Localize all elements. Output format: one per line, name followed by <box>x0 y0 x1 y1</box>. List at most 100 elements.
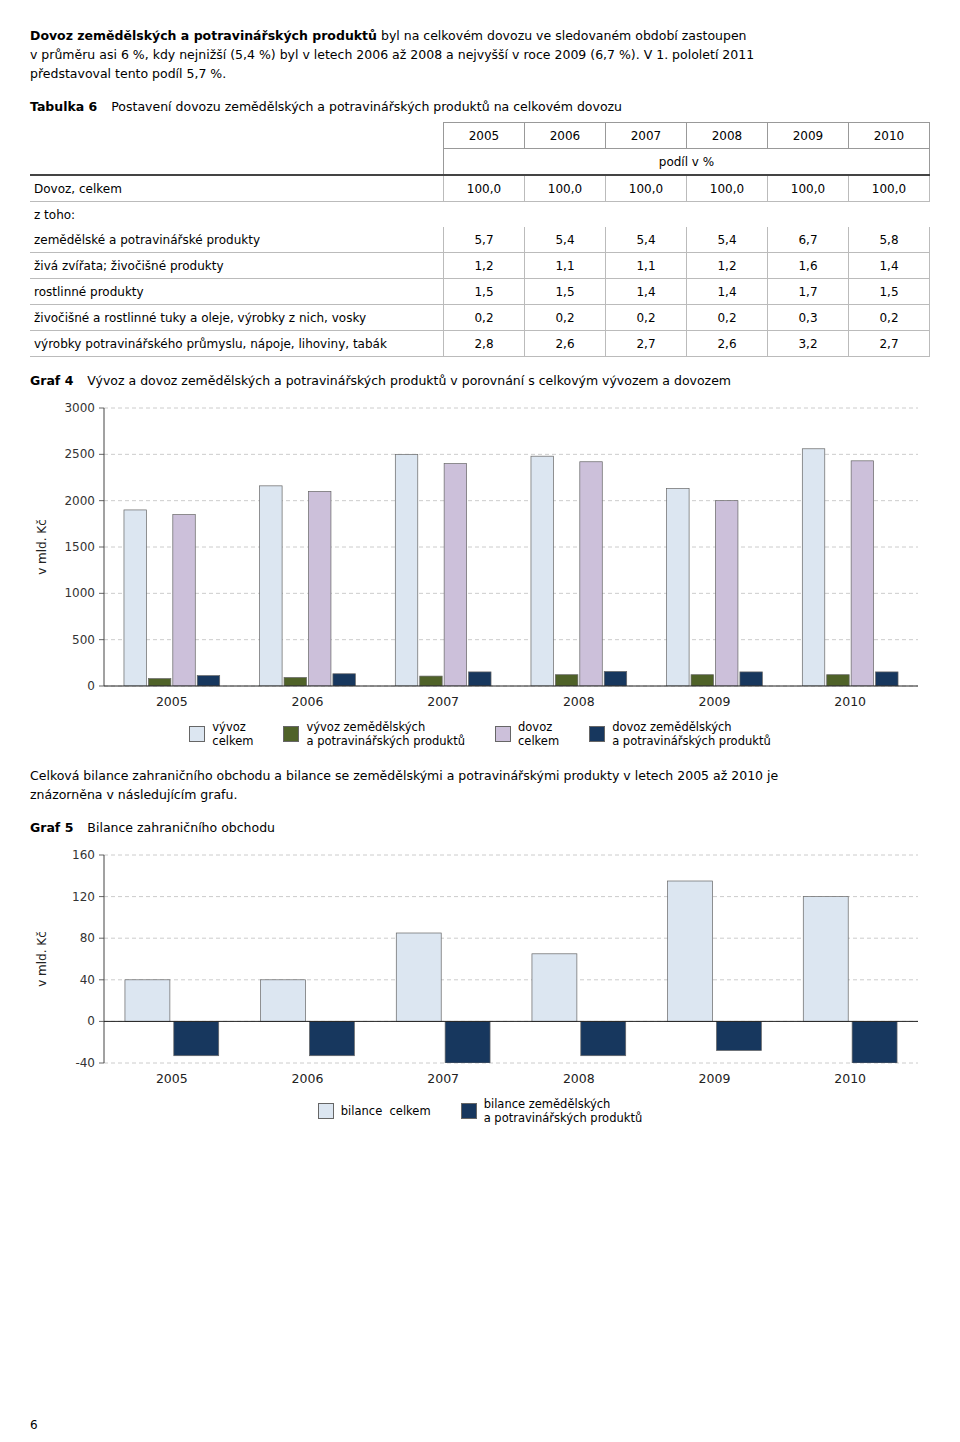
table-cell <box>687 202 768 228</box>
bar <box>803 897 848 1022</box>
caption-label: Tabulka 6 <box>30 99 97 114</box>
table-value: 100,0 <box>710 182 744 196</box>
bar <box>124 510 146 686</box>
bar <box>395 454 417 686</box>
table-cell: 2,7 <box>606 331 687 357</box>
table-value: 5,4 <box>717 233 736 247</box>
tick-label: -40 <box>75 1056 95 1070</box>
table-value: 1,2 <box>474 259 493 273</box>
table-column-header: 2007 <box>606 123 687 149</box>
table-cell <box>525 202 606 228</box>
legend-item: bilance zemědělských a potravinářských p… <box>461 1097 643 1125</box>
legend-swatch <box>589 726 605 742</box>
y-axis-label: v mld. Kč <box>35 519 49 575</box>
intro-text: v průměru asi 6 %, kdy nejnižší (5,4 %) … <box>30 47 754 62</box>
tick-mark <box>99 500 104 501</box>
table-row-label: rostlinné produkty <box>30 279 444 305</box>
tick-label: 1500 <box>64 540 95 554</box>
table-value: 0,2 <box>879 311 898 325</box>
chart: 0500100015002000250030002005200620072008… <box>30 396 930 716</box>
bar <box>876 672 898 686</box>
x-tick-label: 2008 <box>563 694 595 709</box>
bar <box>668 881 713 1021</box>
table-row-label: z toho: <box>30 202 444 228</box>
table-value: 1,7 <box>798 285 817 299</box>
bar <box>667 489 689 686</box>
table-cell: 1,5 <box>444 279 525 305</box>
bar <box>261 980 306 1022</box>
tick-mark <box>99 1063 104 1064</box>
table-cell: 1,4 <box>687 279 768 305</box>
legend-label: vývoz zemědělských a potravinářských pro… <box>306 720 465 748</box>
x-tick-label: 2010 <box>834 694 866 709</box>
tick-mark <box>99 547 104 548</box>
table: 200520062007200820092010podíl v %Dovoz, … <box>30 122 930 357</box>
bar <box>260 486 282 686</box>
legend-swatch <box>318 1103 334 1119</box>
table-cell: 1,5 <box>849 279 930 305</box>
tick-mark <box>99 979 104 980</box>
legend-label: dovoz zemědělských a potravinářských pro… <box>612 720 771 748</box>
table-subheader-row: podíl v % <box>30 149 930 176</box>
x-tick-label: 2007 <box>427 1071 459 1086</box>
grid-line <box>104 454 918 455</box>
table-row-label: živočišné a rostlinné tuky a oleje, výro… <box>30 305 444 331</box>
table-value: 100,0 <box>467 182 501 196</box>
grid-line <box>104 1021 918 1022</box>
grid-line <box>104 855 918 856</box>
bar <box>555 675 577 686</box>
tick-mark <box>99 593 104 594</box>
table-cell: 1,4 <box>606 279 687 305</box>
table-row-label: zemědělské a potravinářské produkty <box>30 227 444 253</box>
table-cell: 1,1 <box>606 253 687 279</box>
table-row: živočišné a rostlinné tuky a oleje, výro… <box>30 305 930 331</box>
table-row-label: výrobky potravinářského průmyslu, nápoje… <box>30 331 444 357</box>
caption-title: Bilance zahraničního obchodu <box>87 820 275 835</box>
bridge-line: znázorněna v následujícím grafu. <box>30 785 930 804</box>
tick-label: 3000 <box>64 401 95 415</box>
legend-item: vývoz celkem <box>189 720 253 748</box>
caption: Tabulka 6Postavení dovozu zemědělských a… <box>30 99 930 114</box>
caption-label: Graf 4 <box>30 373 73 388</box>
table-column-header: 2009 <box>768 123 849 149</box>
x-tick-label: 2005 <box>156 694 188 709</box>
bar <box>174 1021 219 1055</box>
table-value: 1,5 <box>879 285 898 299</box>
table-cell: 100,0 <box>606 175 687 202</box>
table-row: z toho: <box>30 202 930 228</box>
tick-label: 1000 <box>64 586 95 600</box>
table-cell: 100,0 <box>444 175 525 202</box>
table-value: 2,6 <box>717 337 736 351</box>
bar <box>851 461 873 686</box>
table-cell: 100,0 <box>687 175 768 202</box>
tick-label: 160 <box>72 848 95 862</box>
table-cell: 100,0 <box>525 175 606 202</box>
bar <box>148 679 170 686</box>
y-axis-label: v mld. Kč <box>35 931 49 987</box>
table-cell: 0,2 <box>525 305 606 331</box>
bar <box>740 672 762 686</box>
bar <box>125 980 170 1022</box>
table-column-header: 2006 <box>525 123 606 149</box>
legend-swatch <box>461 1103 477 1119</box>
bar <box>308 491 330 686</box>
legend-label: bilance zemědělských a potravinářských p… <box>484 1097 643 1125</box>
bar <box>531 456 553 686</box>
bridge-line: Celková bilance zahraničního obchodu a b… <box>30 766 930 785</box>
caption: Graf 5Bilance zahraničního obchodu <box>30 820 930 835</box>
table-cell <box>768 202 849 228</box>
table-value: 100,0 <box>629 182 663 196</box>
tick-mark <box>99 686 104 687</box>
intro-line: představoval tento podíl 5,7 %. <box>30 64 930 83</box>
bar <box>604 671 626 686</box>
intro-line: v průměru asi 6 %, kdy nejnižší (5,4 %) … <box>30 45 930 64</box>
legend-item: bilance celkem <box>318 1097 431 1125</box>
table-value: 0,2 <box>555 311 574 325</box>
x-tick-label: 2010 <box>834 1071 866 1086</box>
table-value: 1,1 <box>636 259 655 273</box>
bar <box>197 676 219 686</box>
table-row: Dovoz, celkem100,0100,0100,0100,0100,010… <box>30 175 930 202</box>
table-cell: 3,2 <box>768 331 849 357</box>
legend-label: dovoz celkem <box>518 720 559 748</box>
x-tick-label: 2005 <box>156 1071 188 1086</box>
